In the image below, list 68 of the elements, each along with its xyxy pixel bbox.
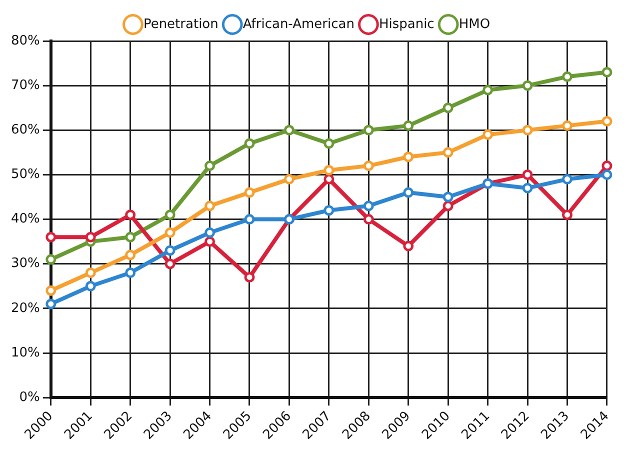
point (85, 268, 96, 278)
point (164, 258, 176, 270)
point (602, 66, 612, 78)
point (522, 169, 533, 180)
y-tick-label: 40% (10, 212, 40, 227)
point (125, 250, 136, 260)
point (164, 227, 176, 238)
point (324, 205, 334, 216)
legend-label: Penetration (143, 16, 218, 32)
point (363, 214, 374, 225)
point (125, 210, 136, 220)
point (363, 124, 374, 136)
point (442, 200, 454, 212)
y-tick-label: 0% (19, 390, 40, 405)
point (204, 160, 216, 172)
point (602, 160, 612, 172)
point (85, 280, 96, 292)
point (363, 160, 374, 172)
point (324, 174, 334, 184)
y-tick-label: 60% (10, 122, 40, 138)
point (244, 138, 255, 149)
point (324, 165, 334, 176)
point (204, 200, 216, 212)
point (46, 298, 56, 310)
point (562, 174, 572, 184)
point (46, 254, 56, 265)
y-tick-label: 10% (10, 345, 40, 360)
point (125, 232, 136, 242)
y-tick-label: 30% (10, 256, 40, 272)
point (562, 120, 572, 131)
point (522, 182, 533, 194)
point (204, 227, 216, 238)
point (522, 124, 533, 136)
legend-label: Hispanic (378, 16, 434, 32)
legend-label: African-American (242, 16, 354, 32)
point (244, 272, 255, 282)
point (125, 268, 136, 278)
y-tick-label: 80% (10, 33, 40, 48)
point (442, 147, 454, 158)
point (442, 192, 454, 202)
point (562, 71, 572, 82)
y-tick-label: 20% (10, 300, 40, 316)
point (482, 84, 494, 96)
point (46, 285, 56, 296)
point (482, 129, 494, 140)
point (46, 232, 56, 242)
point (522, 80, 533, 91)
point (244, 187, 255, 198)
point (602, 116, 612, 126)
point (284, 174, 294, 184)
legend-label: HMO (458, 16, 490, 32)
point (324, 138, 334, 149)
point (164, 210, 176, 220)
y-tick-label: 50% (10, 167, 40, 182)
point (85, 232, 96, 242)
point (403, 152, 414, 162)
y-tick-label: 70% (10, 78, 40, 93)
point (562, 210, 572, 220)
point (164, 245, 176, 256)
point (363, 200, 374, 212)
point (284, 124, 294, 136)
point (204, 236, 216, 247)
point (244, 214, 255, 225)
point (403, 120, 414, 131)
point (602, 169, 612, 180)
point (442, 102, 454, 114)
point (403, 187, 414, 198)
point (403, 240, 414, 252)
